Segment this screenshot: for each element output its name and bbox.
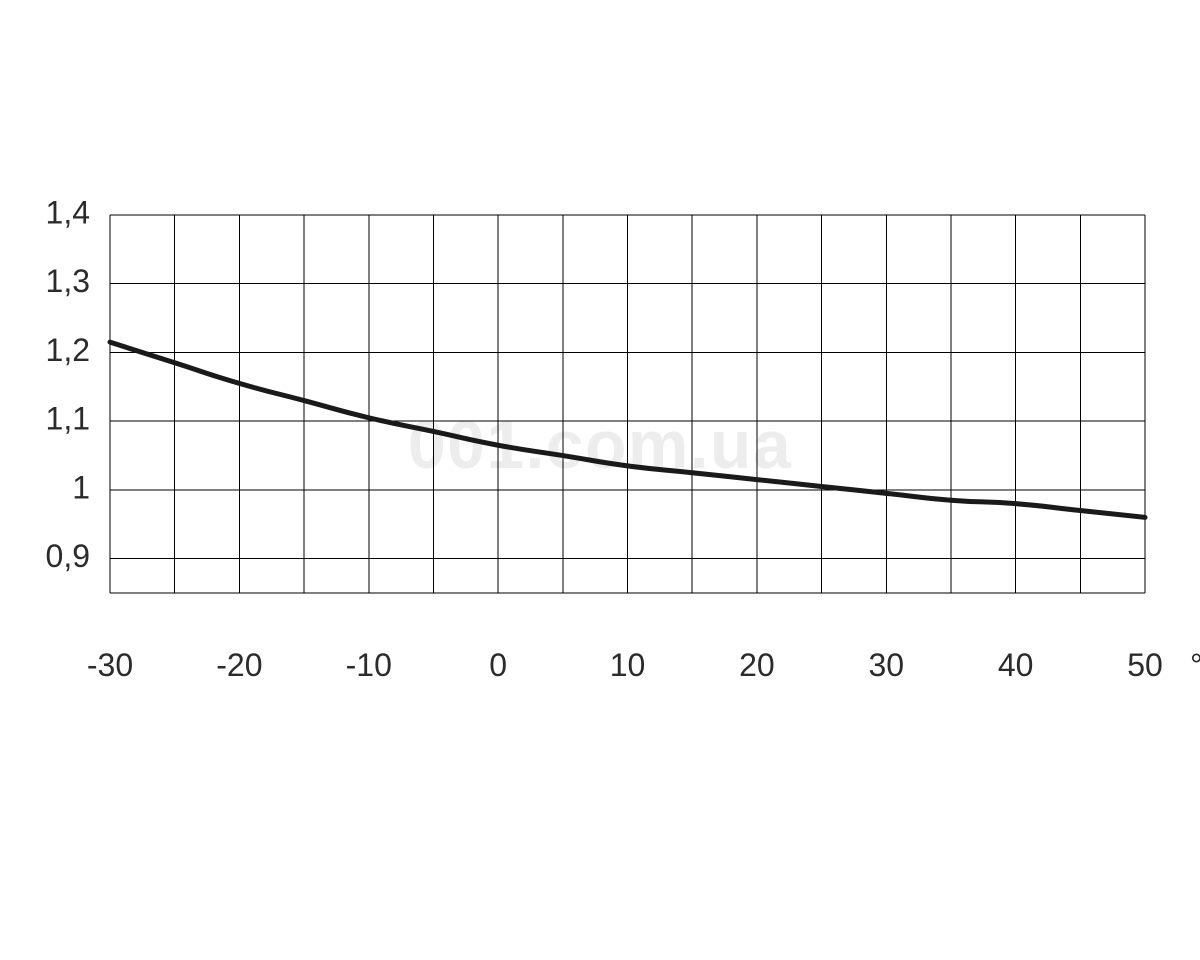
y-tick-label: 0,9 bbox=[46, 538, 90, 574]
x-tick-label: -20 bbox=[216, 647, 262, 683]
x-tick-label: 10 bbox=[610, 647, 646, 683]
x-tick-label: 50 bbox=[1127, 647, 1163, 683]
y-tick-label: 1 bbox=[72, 469, 90, 505]
y-tick-label: 1,3 bbox=[46, 263, 90, 299]
x-axis-unit: °C bbox=[1190, 647, 1200, 683]
chart-container: 001.com.ua 0,9 1 1,1 1,2 1,3 1,4 -30 -20 -10 0 10 20… bbox=[0, 0, 1200, 960]
x-tick-label: 0 bbox=[489, 647, 507, 683]
watermark-text: 001.com.ua bbox=[408, 407, 792, 483]
x-tick-label: 40 bbox=[998, 647, 1034, 683]
x-tick-label: -30 bbox=[87, 647, 133, 683]
y-tick-label: 1,2 bbox=[46, 332, 90, 368]
derating-line-chart: 001.com.ua 0,9 1 1,1 1,2 1,3 1,4 -30 -20 -10 0 10 20… bbox=[0, 0, 1200, 960]
y-tick-label: 1,4 bbox=[46, 194, 90, 230]
y-tick-label: 1,1 bbox=[46, 401, 90, 437]
x-tick-label: 30 bbox=[868, 647, 904, 683]
x-tick-label: -10 bbox=[346, 647, 392, 683]
x-tick-label: 20 bbox=[739, 647, 775, 683]
